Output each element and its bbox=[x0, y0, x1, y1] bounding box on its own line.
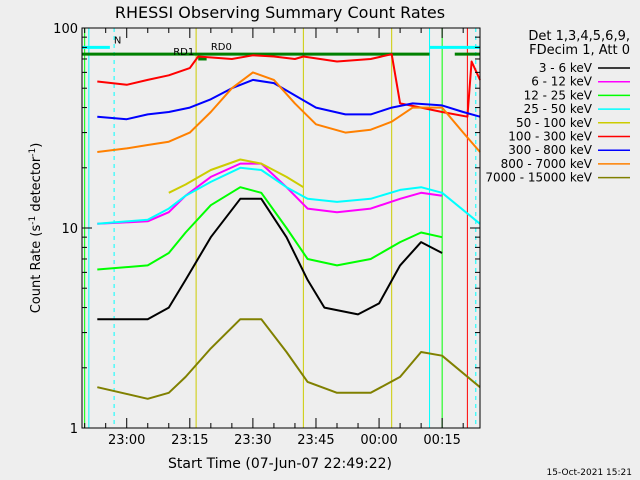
flag-label-rd0: RD0 bbox=[211, 42, 232, 53]
y-tick-label-1: 1 bbox=[70, 422, 78, 437]
legend: Det 1,3,4,5,6,9, FDecim 1, Att 0 3 - 6 k… bbox=[485, 29, 630, 185]
series-50-100-kev bbox=[168, 158, 304, 194]
y-axis-label: Count Rate (s-1 detector-1) bbox=[28, 143, 44, 314]
legend-label-100-300-kev: 100 - 300 keV bbox=[508, 130, 592, 144]
series-lines bbox=[97, 53, 481, 400]
series-800-7000-kev bbox=[97, 71, 481, 153]
legend-label-7000-15000-kev: 7000 - 15000 keV bbox=[485, 171, 592, 185]
y-axis-label-mid: detector bbox=[29, 156, 44, 216]
x-tick-label-23-00: 23:00 bbox=[108, 433, 145, 448]
legend-header-line-1: Det 1,3,4,5,6,9, bbox=[528, 29, 630, 44]
x-tick-label-23-15: 23:15 bbox=[171, 433, 208, 448]
legend-label-6-12-kev: 6 - 12 keV bbox=[531, 75, 593, 89]
series-300-800-kev bbox=[97, 78, 481, 121]
legend-label-3-6-kev: 3 - 6 keV bbox=[539, 61, 593, 75]
footer-date: 15-Oct-2021 15:21 bbox=[547, 468, 632, 478]
chart-title: RHESSI Observing Summary Count Rates bbox=[115, 3, 445, 22]
legend-header-line-2: FDecim 1, Att 0 bbox=[529, 43, 630, 58]
series-25-50-kev bbox=[97, 166, 481, 225]
x-tick-label-00-15: 00:15 bbox=[423, 433, 460, 448]
legend-label-50-100-kev: 50 - 100 keV bbox=[516, 116, 593, 130]
y-axis-label-sup-2: -1 bbox=[28, 148, 38, 157]
state-flags: N RD0 RD1 bbox=[82, 35, 480, 61]
y-axis-label-suffix: ) bbox=[29, 143, 44, 148]
x-tick-label-23-45: 23:45 bbox=[297, 433, 334, 448]
legend-label-12-25-kev: 12 - 25 keV bbox=[524, 88, 593, 102]
vertical-markers bbox=[84, 28, 477, 428]
x-axis-label: Start Time (07-Jun-07 22:49:22) bbox=[168, 456, 392, 472]
series-7000-15000-kev bbox=[97, 318, 481, 400]
series-3-6-kev bbox=[97, 197, 443, 321]
axes: 1 10 100 23:00 23:15 23:30 23:45 00:00 00:15 bbox=[53, 22, 481, 448]
legend-label-800-7000-kev: 800 - 7000 keV bbox=[501, 157, 593, 171]
flag-label-rd1: RD1 bbox=[173, 47, 194, 58]
y-tick-label-10: 10 bbox=[61, 222, 78, 237]
legend-label-25-50-kev: 25 - 50 keV bbox=[524, 102, 593, 116]
x-tick-label-23-30: 23:30 bbox=[234, 433, 271, 448]
series-12-25-kev bbox=[97, 186, 443, 271]
series-6-12-kev bbox=[97, 162, 443, 225]
y-axis-label-sup-1: -1 bbox=[28, 216, 38, 225]
y-tick-label-100: 100 bbox=[53, 22, 78, 37]
series-100-300-kev bbox=[97, 53, 481, 118]
legend-label-300-800-kev: 300 - 800 keV bbox=[508, 143, 592, 157]
flag-label-n: N bbox=[114, 35, 121, 46]
y-axis-label-prefix: Count Rate (s bbox=[29, 225, 44, 314]
x-tick-label-00-00: 00:00 bbox=[360, 433, 397, 448]
